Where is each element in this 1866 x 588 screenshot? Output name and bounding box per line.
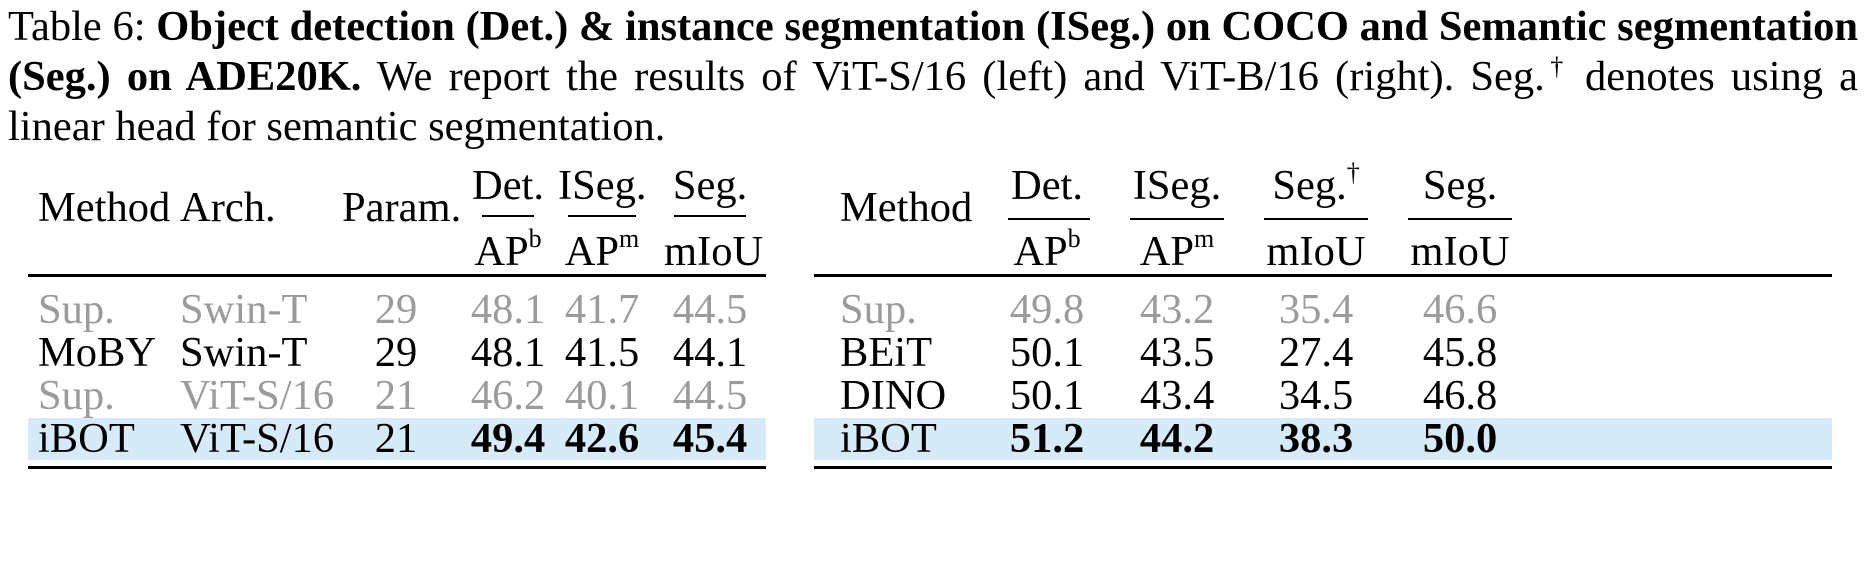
left-row-3-arch: ViT-S/16 xyxy=(180,372,335,419)
right-row-4-method: iBOT xyxy=(840,415,937,462)
left-header-param: Param. xyxy=(342,184,462,231)
left-row-3-method: Sup. xyxy=(38,372,115,419)
right-row-3-method: DINO xyxy=(840,372,947,419)
right-row-1-iseg: 43.2 xyxy=(1139,286,1215,333)
left-header-ap-b: APb xyxy=(474,224,542,275)
right-row-1-det: 49.8 xyxy=(1009,286,1085,333)
left-row-2-seg: 44.1 xyxy=(672,329,748,376)
right-row-2-iseg: 43.5 xyxy=(1139,329,1215,376)
left-row-2-method: MoBY xyxy=(38,329,157,376)
left-header-iseg: ISeg. xyxy=(558,162,647,209)
left-row-2-param: 29 xyxy=(374,329,418,376)
right-row-1-seg: 46.6 xyxy=(1422,286,1498,333)
right-seg-dagger-cmidrule xyxy=(1264,218,1368,220)
right-row-3-iseg: 43.4 xyxy=(1139,372,1215,419)
caption-text-2: denotes using a linear head for semantic… xyxy=(8,53,1859,150)
left-header-arch: Arch. xyxy=(180,184,276,231)
right-iseg-cmidrule xyxy=(1130,218,1224,220)
right-det-cmidrule xyxy=(1008,218,1090,220)
left-top-rule xyxy=(28,274,766,277)
caption-bold-title: Object detection (Det.) & instance segme… xyxy=(8,3,1858,100)
left-row-1-param: 29 xyxy=(374,286,418,333)
right-row-4-seg: 50.0 xyxy=(1422,415,1498,462)
left-row-2-det: 48.1 xyxy=(470,329,546,376)
right-header-iseg: ISeg. xyxy=(1132,162,1222,209)
right-row-3-det: 50.1 xyxy=(1009,372,1085,419)
right-row-2-det: 50.1 xyxy=(1009,329,1085,376)
left-header-method: Method xyxy=(38,184,171,231)
right-header-det: Det. xyxy=(1011,162,1083,209)
left-seg-cmidrule xyxy=(674,215,746,217)
right-row-3-seg: 46.8 xyxy=(1422,372,1498,419)
left-header-miou: mIoU xyxy=(664,228,764,275)
left-row-4-method: iBOT xyxy=(38,415,135,462)
right-row-2-seg: 45.8 xyxy=(1422,329,1498,376)
right-header-miou-2: mIoU xyxy=(1410,228,1510,275)
right-bottom-rule xyxy=(814,466,1832,469)
left-row-1-seg: 44.5 xyxy=(672,286,748,333)
right-row-1-seg-dagger: 35.4 xyxy=(1278,286,1354,333)
left-row-4-arch: ViT-S/16 xyxy=(180,415,335,462)
left-row-3-iseg: 40.1 xyxy=(564,372,640,419)
left-row-4-param: 21 xyxy=(374,415,418,462)
right-row-4-iseg: 44.2 xyxy=(1139,415,1215,462)
right-row-4-det: 51.2 xyxy=(1009,415,1085,462)
right-seg-cmidrule xyxy=(1408,218,1512,220)
left-header-det: Det. xyxy=(472,162,544,209)
right-row-2-method: BEiT xyxy=(840,329,933,376)
right-header-seg-dagger: Seg.† xyxy=(1272,158,1360,209)
right-top-rule xyxy=(814,274,1832,277)
caption-text: We report the results of ViT-S/16 (left)… xyxy=(361,53,1545,100)
left-row-1-iseg: 41.7 xyxy=(564,286,640,333)
left-det-cmidrule xyxy=(482,215,534,217)
left-row-3-seg: 44.5 xyxy=(672,372,748,419)
left-row-4-iseg: 42.6 xyxy=(564,415,640,462)
left-row-2-arch: Swin-T xyxy=(180,329,308,376)
left-row-1-det: 48.1 xyxy=(470,286,546,333)
right-header-miou-1: mIoU xyxy=(1266,228,1366,275)
right-highlight-row xyxy=(814,418,1832,460)
left-row-4-det: 49.4 xyxy=(470,415,546,462)
left-row-1-method: Sup. xyxy=(38,286,115,333)
left-header-ap-m: APm xyxy=(564,224,640,275)
right-row-2-seg-dagger: 27.4 xyxy=(1278,329,1354,376)
right-row-1-method: Sup. xyxy=(840,286,917,333)
right-header-ap-m: APm xyxy=(1139,224,1215,275)
left-row-4-seg: 45.4 xyxy=(672,415,748,462)
left-bottom-rule xyxy=(28,466,766,469)
right-header-method: Method xyxy=(840,184,973,231)
left-row-3-det: 46.2 xyxy=(470,372,546,419)
right-row-4-seg-dagger: 38.3 xyxy=(1278,415,1354,462)
left-row-2-iseg: 41.5 xyxy=(564,329,640,376)
right-row-3-seg-dagger: 34.5 xyxy=(1278,372,1354,419)
right-header-ap-b: APb xyxy=(1013,224,1081,275)
left-header-seg: Seg. xyxy=(672,162,748,209)
caption-dagger: † xyxy=(1544,51,1569,81)
caption-label: Table 6: xyxy=(8,3,157,50)
table-caption: Table 6: Object detection (Det.) & insta… xyxy=(8,2,1858,152)
left-row-1-arch: Swin-T xyxy=(180,286,308,333)
left-iseg-cmidrule xyxy=(568,215,636,217)
right-header-seg: Seg. xyxy=(1422,162,1498,209)
left-row-3-param: 21 xyxy=(374,372,418,419)
left-highlight-row xyxy=(28,418,766,460)
